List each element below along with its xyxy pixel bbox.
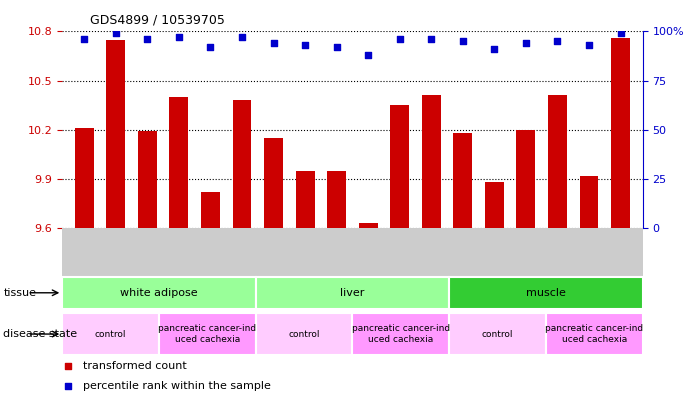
Point (205, 44, 216, 50)
Bar (611, 38, 630, 228)
Bar (138, 131, 157, 228)
Point (331, 44, 342, 50)
Point (111, 30, 122, 37)
Point (62, 383, 73, 389)
Point (79, 36, 90, 42)
Text: muscle: muscle (526, 288, 566, 298)
Bar (264, 138, 283, 228)
Bar (352, 313, 449, 355)
Point (236, 34, 247, 40)
Bar (233, 100, 252, 228)
Bar (62, 277, 256, 309)
Bar (106, 40, 125, 228)
Bar (75, 128, 94, 228)
Text: control: control (482, 330, 513, 338)
Bar (516, 130, 536, 228)
Text: percentile rank within the sample: percentile rank within the sample (82, 381, 270, 391)
Text: pancreatic cancer-ind
uced cachexia: pancreatic cancer-ind uced cachexia (158, 324, 256, 344)
Point (552, 38, 563, 44)
Bar (422, 95, 441, 228)
Text: control: control (95, 330, 126, 338)
Bar (62, 313, 159, 355)
Bar (159, 313, 256, 355)
Point (268, 40, 279, 46)
Point (489, 46, 500, 52)
Text: control: control (288, 330, 320, 338)
Text: pancreatic cancer-ind
uced cachexia: pancreatic cancer-ind uced cachexia (545, 324, 643, 344)
Bar (548, 95, 567, 228)
Point (426, 36, 437, 42)
Bar (580, 176, 598, 228)
Point (394, 36, 405, 42)
Bar (256, 313, 352, 355)
Point (363, 52, 374, 58)
Bar (201, 192, 220, 228)
Bar (449, 277, 643, 309)
Text: GDS4899 / 10539705: GDS4899 / 10539705 (90, 14, 225, 27)
Bar (390, 105, 409, 228)
Point (173, 34, 184, 40)
Point (520, 40, 531, 46)
Point (583, 42, 594, 48)
Text: white adipose: white adipose (120, 288, 198, 298)
Bar (169, 97, 189, 228)
Text: pancreatic cancer-ind
uced cachexia: pancreatic cancer-ind uced cachexia (352, 324, 450, 344)
Bar (546, 313, 643, 355)
Bar (453, 133, 472, 228)
Bar (327, 171, 346, 228)
Text: transformed count: transformed count (82, 362, 187, 371)
Bar (296, 171, 314, 228)
Bar (485, 182, 504, 228)
Point (142, 36, 153, 42)
Point (300, 42, 311, 48)
Bar (359, 223, 378, 228)
Point (615, 30, 626, 37)
Text: disease state: disease state (3, 329, 77, 339)
Point (457, 38, 468, 44)
Text: liver: liver (340, 288, 365, 298)
Bar (449, 313, 546, 355)
Bar (256, 277, 449, 309)
Point (62, 363, 73, 369)
Text: tissue: tissue (3, 288, 37, 298)
